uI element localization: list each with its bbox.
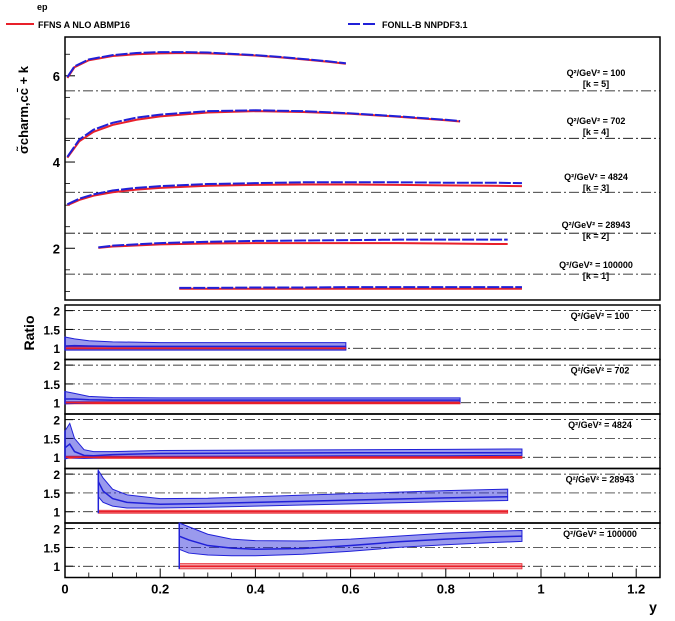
top-ytick-label-0: 2 bbox=[53, 241, 60, 256]
xtick-label-4: 0.8 bbox=[437, 582, 455, 597]
ratio-ytick-label-4-1: 1.5 bbox=[43, 541, 60, 555]
fonll-curve-3 bbox=[98, 238, 508, 249]
legend-label-fonll: FONLL-B NNPDF3.1 bbox=[382, 20, 468, 30]
top-k-label-0: [k = 5] bbox=[583, 79, 609, 89]
ratio-ytick-label-3-0: 1 bbox=[53, 506, 60, 520]
top-ytick-label-1: 4 bbox=[53, 155, 61, 170]
ffns-curve-3 bbox=[98, 242, 508, 249]
ratio-ytick-label-0-0: 1 bbox=[53, 342, 60, 356]
ffns-curve-1 bbox=[66, 110, 461, 159]
ratio-ytick-label-1-1: 1.5 bbox=[43, 378, 60, 392]
ratio-ylabel: Ratio bbox=[21, 316, 37, 351]
top-k-label-2: [k = 3] bbox=[583, 183, 609, 193]
ratio-panel-label-4: Q²/GeV² = 100000 bbox=[563, 529, 637, 539]
xtick-label-3: 0.6 bbox=[342, 582, 360, 597]
top-k-label-1: [k = 4] bbox=[583, 127, 609, 137]
x-axis-label: y bbox=[649, 599, 657, 615]
xtick-label-6: 1.2 bbox=[627, 582, 645, 597]
xtick-label-1: 0.2 bbox=[151, 582, 169, 597]
ratio-ytick-label-2-0: 1 bbox=[53, 451, 60, 465]
fonll-curve-2 bbox=[66, 181, 522, 206]
top-ytick-label-2: 6 bbox=[53, 69, 60, 84]
ratio-panel-label-3: Q²/GeV² = 28943 bbox=[566, 475, 635, 485]
top-q2-label-1: Q²/GeV² = 702 bbox=[567, 116, 626, 126]
fonll-band-2 bbox=[64, 422, 523, 460]
ffns-curve-2 bbox=[66, 183, 522, 207]
legend-label-ffns: FFNS A NLO ABMP16 bbox=[38, 20, 130, 30]
ratio-ytick-label-1-2: 2 bbox=[53, 359, 60, 373]
fonll-band-3 bbox=[97, 468, 509, 509]
top-q2-label-2: Q²/GeV² = 4824 bbox=[564, 172, 628, 182]
ratio-ytick-label-4-2: 2 bbox=[53, 523, 60, 537]
fonll-curve-0 bbox=[66, 51, 346, 78]
ratio-panel-frame-4 bbox=[64, 522, 661, 579]
top-ylabel: σ̃charm,cc̄ + k bbox=[16, 65, 31, 154]
legend-header: ep bbox=[37, 2, 48, 12]
ratio-ytick-label-4-0: 1 bbox=[53, 560, 60, 574]
top-k-label-4: [k = 1] bbox=[583, 271, 609, 281]
ratio-ytick-label-3-1: 1.5 bbox=[43, 487, 60, 501]
ratio-panel-label-1: Q²/GeV² = 702 bbox=[571, 366, 630, 376]
fonll-band-4 bbox=[178, 522, 523, 557]
xtick-label-5: 1 bbox=[537, 582, 544, 597]
ratio-ytick-label-0-1: 1.5 bbox=[43, 323, 60, 337]
fonll-curve-4 bbox=[179, 286, 522, 289]
top-k-label-3: [k = 2] bbox=[583, 231, 609, 241]
fonll-ratio-1 bbox=[65, 398, 461, 401]
top-panel-frame bbox=[64, 36, 661, 301]
top-q2-label-4: Q²/GeV² = 100000 bbox=[559, 260, 633, 270]
xtick-label-0: 0 bbox=[61, 582, 68, 597]
ratio-ytick-label-2-1: 1.5 bbox=[43, 432, 60, 446]
ratio-panel-label-0: Q²/GeV² = 100 bbox=[571, 311, 630, 321]
fonll-ratio-2 bbox=[64, 442, 522, 457]
top-q2-label-3: Q²/GeV² = 28943 bbox=[562, 220, 631, 230]
ratio-ytick-label-0-2: 2 bbox=[53, 305, 60, 319]
fonll-ratio-3 bbox=[97, 481, 508, 505]
fonll-ratio-0 bbox=[64, 344, 346, 348]
fonll-curve-1 bbox=[66, 109, 461, 158]
xtick-label-2: 0.4 bbox=[246, 582, 265, 597]
ratio-panel-label-2: Q²/GeV² = 4824 bbox=[568, 420, 632, 430]
ratio-ytick-label-3-2: 2 bbox=[53, 468, 60, 482]
fonll-ratio-4 bbox=[178, 535, 522, 551]
top-q2-label-0: Q²/GeV² = 100 bbox=[567, 68, 626, 78]
ratio-ytick-label-1-0: 1 bbox=[53, 397, 60, 411]
ratio-ytick-label-2-2: 2 bbox=[53, 414, 60, 428]
